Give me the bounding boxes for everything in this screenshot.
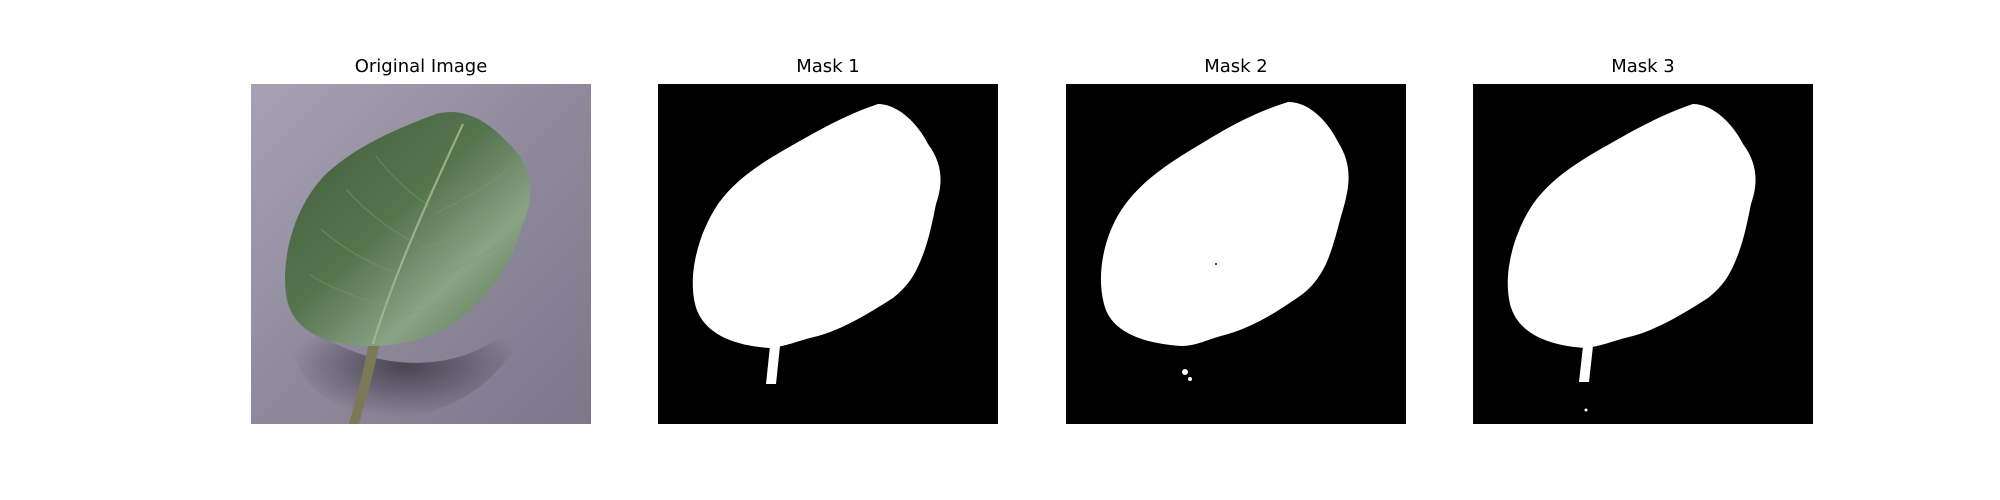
mask-1-panel [658, 84, 998, 424]
mask-2-image [1066, 84, 1406, 424]
mask-2-noise-speck [1215, 263, 1217, 265]
leaf-veins [308, 155, 514, 315]
mask-3-panel [1473, 84, 1813, 424]
mask-3-stem [1579, 346, 1593, 382]
mask-2-noise-speck [1182, 369, 1188, 375]
mask-2-panel [1066, 84, 1406, 424]
mask-2-foreground [1100, 102, 1349, 346]
panel-title-original: Original Image [354, 56, 488, 77]
mask-1-stem [766, 346, 780, 384]
leaf-body [285, 112, 531, 346]
mask-1-foreground [692, 104, 941, 348]
leaf-stem [349, 342, 379, 424]
mask-2-noise-speck [1188, 377, 1192, 381]
mask-3-image [1473, 84, 1813, 424]
leaf-shadow [289, 314, 523, 417]
leaf-photo [251, 84, 591, 424]
panel-title-mask-3: Mask 3 [1611, 56, 1675, 77]
panel-title-mask-1: Mask 1 [796, 56, 860, 77]
original-image-panel [251, 84, 591, 424]
panel-title-mask-2: Mask 2 [1204, 56, 1268, 77]
mask-3-foreground [1507, 104, 1756, 348]
mask-1-image [658, 84, 998, 424]
mask-3-noise-speck [1584, 408, 1588, 412]
leaf-midrib [371, 123, 464, 345]
